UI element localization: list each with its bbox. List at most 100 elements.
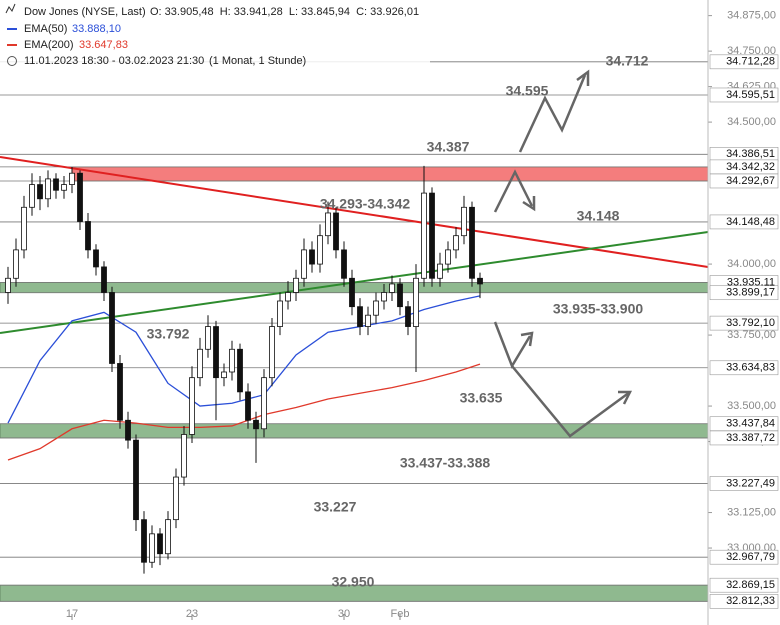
candle-body [229, 348, 235, 373]
clock-icon [7, 56, 17, 66]
annotation: 33.635 [460, 390, 503, 406]
candle-body [349, 277, 355, 308]
legend-label: EMA(200) [24, 39, 74, 51]
candle-body [101, 266, 107, 293]
candle-body [85, 221, 91, 251]
legend-value: 33.888,10 [72, 23, 121, 35]
level-label: 34.386,51 [726, 148, 775, 160]
candle-body [405, 306, 411, 327]
y-tick-label: 34.000,00 [727, 258, 776, 270]
x-tick-label: Feb [391, 608, 410, 620]
candle-body [213, 326, 219, 379]
candle-body [357, 306, 363, 327]
legend-label: EMA(50) [24, 23, 67, 35]
candle-body [245, 391, 251, 421]
level-box [709, 430, 779, 446]
y-tick-label: 34.500,00 [727, 116, 776, 128]
candle-body [253, 419, 259, 430]
x-tick-label: 30 [338, 608, 350, 620]
level-box [709, 87, 779, 103]
candle-body [477, 277, 483, 285]
candle-body [413, 277, 419, 327]
candle-body [309, 249, 315, 265]
candle-body [5, 277, 11, 293]
candle-body [301, 249, 307, 279]
level-box [709, 476, 779, 491]
period: 11.01.2023 18:30 - 03.02.2023 21:30 [24, 55, 204, 67]
level-label: 33.634,83 [726, 362, 775, 374]
candle-body [189, 377, 195, 435]
x-tick-label: 17 [66, 608, 78, 620]
y-tick-label: 33.500,00 [727, 400, 776, 412]
candle-body [397, 283, 403, 308]
candle-body [173, 476, 179, 521]
candle-body [13, 249, 19, 279]
zone [0, 423, 709, 439]
legend-value: 33.647,83 [79, 39, 128, 51]
candle-body [117, 363, 123, 421]
candle-body [277, 300, 283, 327]
level-box [709, 54, 779, 70]
candle-body [373, 300, 379, 316]
y-tick-label: 33.750,00 [727, 329, 776, 341]
level-label: 34.292,67 [726, 175, 775, 187]
candle-body [293, 277, 299, 293]
level-label: 33.792,10 [726, 317, 775, 329]
candle-body [469, 206, 475, 279]
level-label: 32.869,15 [726, 579, 775, 591]
instrument: Dow Jones (NYSE, Last) [24, 6, 146, 18]
candle-body [29, 184, 35, 208]
candle-body [381, 292, 387, 302]
candle-body [421, 192, 427, 279]
candle-body [205, 326, 211, 350]
level-label: 34.712,28 [726, 56, 775, 68]
annotation: 32.950 [332, 574, 375, 590]
ema-line [7, 363, 481, 461]
level-box [709, 214, 779, 230]
icon [5, 3, 16, 14]
annotation: 34.387 [427, 139, 470, 155]
level-label: 34.342,32 [726, 161, 775, 173]
candle-body [221, 371, 227, 379]
header: Dow Jones (NYSE, Last) O: 33.905,48 H: 3… [0, 0, 430, 70]
candle-body [461, 206, 467, 237]
annotation: 34.595 [506, 83, 549, 99]
candle-body [453, 235, 459, 251]
scenario-arrows [493, 69, 633, 438]
candle-body [317, 235, 323, 265]
candle-body [69, 172, 75, 185]
level-label: 34.148,48 [726, 216, 775, 228]
annotation: 34.293-34.342 [320, 196, 411, 212]
candle-body [149, 533, 155, 563]
level-box [709, 360, 779, 376]
candle-body [61, 184, 67, 191]
level-label: 32.812,33 [726, 595, 775, 607]
candle-body [445, 249, 451, 265]
annotation: 33.935-33.900 [553, 301, 644, 317]
level-label: 34.595,51 [726, 89, 775, 101]
candle-body [389, 283, 395, 293]
candle-body [77, 172, 83, 222]
level-label: 33.899,17 [726, 287, 775, 299]
candle-body [261, 377, 267, 430]
level-box [709, 173, 779, 189]
zone [71, 166, 709, 182]
candle-body [125, 419, 131, 441]
candle-body [109, 292, 115, 364]
candle-body [21, 206, 27, 251]
y-tick-label: 34.875,00 [727, 10, 776, 22]
candle-body [333, 212, 339, 251]
annotation: 33.792 [147, 326, 190, 342]
level-box [709, 285, 779, 301]
candle-body [141, 519, 147, 563]
level-box [709, 549, 779, 565]
annotation: 34.148 [577, 208, 620, 224]
candle-body [341, 249, 347, 279]
candle-body [237, 348, 243, 393]
candle-body [325, 212, 331, 237]
candle-body [157, 533, 163, 555]
candle-body [165, 519, 171, 555]
candle-body [181, 434, 187, 478]
candle-body [429, 192, 435, 279]
annotation: 33.227 [314, 499, 357, 515]
